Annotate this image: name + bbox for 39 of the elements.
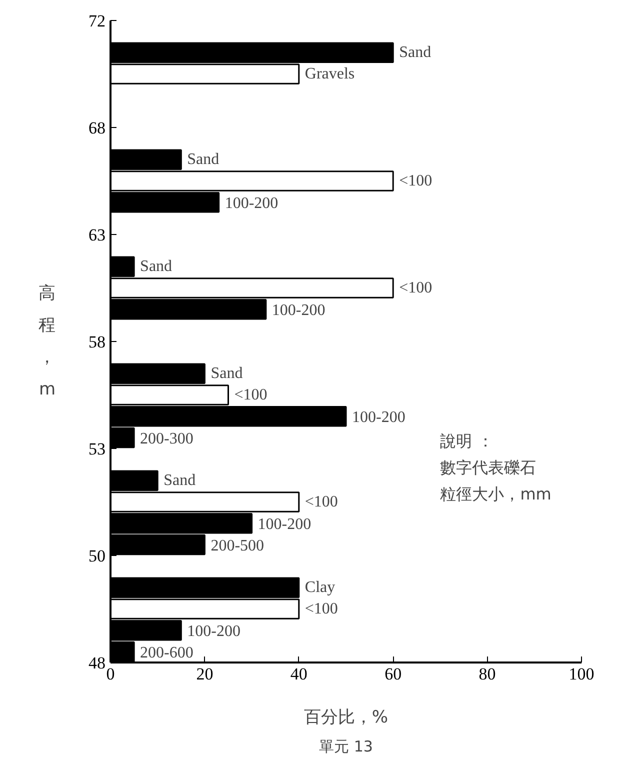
annotation: 數字代表礫石 xyxy=(440,458,536,477)
annotation: 說明 ： xyxy=(440,431,494,450)
text: 63 xyxy=(88,226,106,244)
y-tick-label: 100-200 xyxy=(272,302,326,319)
text: 68 xyxy=(88,118,106,138)
y-tick-label: 100-200 xyxy=(258,516,312,533)
text: 72 xyxy=(88,12,106,30)
y-tick-label: 100-200 xyxy=(187,622,240,640)
y-tick-label: Sand xyxy=(399,44,432,62)
annotation: 粒徑大小，mm xyxy=(440,484,552,504)
y-axis-title: 高程，m xyxy=(38,284,56,400)
y-tick-label: Sand xyxy=(210,365,243,382)
y-tick-label: <100 xyxy=(399,172,432,190)
text: 48 xyxy=(88,654,106,672)
x-tick-label: 40 xyxy=(290,664,308,684)
y-tick-label: Sand xyxy=(164,472,196,490)
x-tick-label: 100 xyxy=(568,664,594,684)
y-tick-label: <100 xyxy=(399,280,432,296)
y-tick-label: Sand xyxy=(187,151,220,168)
y-tick-label: Clay xyxy=(304,579,336,596)
x-tick-label: 0 xyxy=(106,664,115,684)
text: 58 xyxy=(88,332,106,352)
y-tick-label: <100 xyxy=(234,386,268,404)
y-tick-label: <100 xyxy=(304,600,338,618)
text: 單元 13 xyxy=(319,738,373,756)
y-tick-label: Sand xyxy=(140,258,172,276)
y-tick-label: 100-200 xyxy=(224,194,278,212)
y-tick-label: 200-300 xyxy=(140,430,194,448)
y-tick-label: Gravels xyxy=(304,66,355,82)
text: 53 xyxy=(88,440,106,458)
x-axis-title: 百分比，% xyxy=(304,708,388,728)
y-tick-label: 200-600 xyxy=(140,644,194,662)
y-tick-label: <100 xyxy=(304,494,338,510)
x-tick-label: 80 xyxy=(478,664,496,684)
x-tick-label: 20 xyxy=(196,664,214,684)
y-tick-label: 100-200 xyxy=(352,408,406,426)
text: 50 xyxy=(88,546,106,566)
y-tick-label: 200-500 xyxy=(210,537,264,554)
x-tick-label: 60 xyxy=(384,664,402,684)
